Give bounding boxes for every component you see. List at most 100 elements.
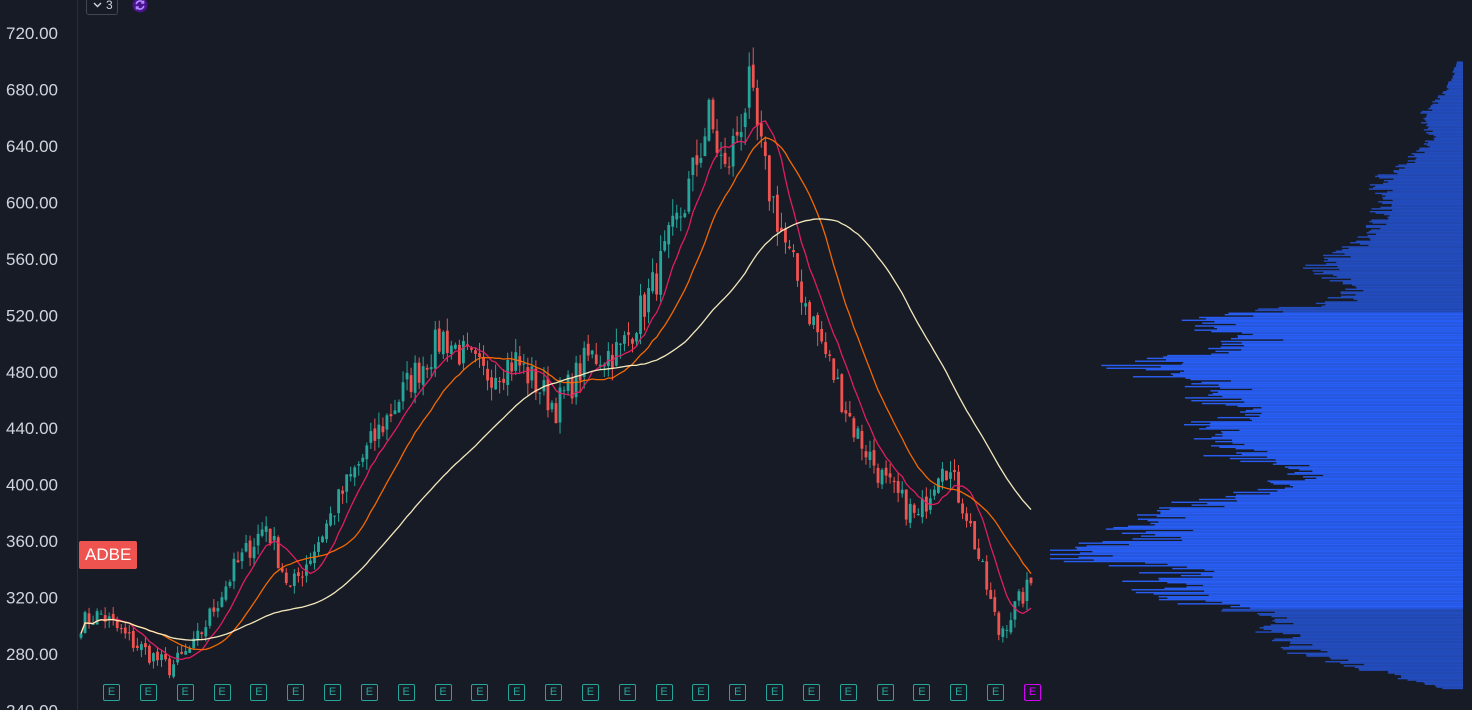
volume-profile-row [1208, 594, 1463, 597]
volume-profile-row [1426, 144, 1463, 147]
volume-profile-row [1183, 423, 1463, 426]
volume-profile-row [1423, 143, 1463, 145]
earnings-marker[interactable]: E [729, 684, 747, 701]
volume-profile-row [1419, 147, 1463, 149]
volume-profile-row [1184, 385, 1463, 388]
volume-profile-row [1181, 319, 1463, 322]
earnings-marker[interactable]: E [250, 684, 268, 701]
candle-body [164, 653, 167, 660]
volume-profile-row [1215, 433, 1463, 436]
moving-average-line [80, 218, 1032, 641]
volume-profile-row [1164, 587, 1463, 590]
volume-profile-row [1350, 256, 1463, 258]
earnings-marker[interactable]: E [545, 684, 563, 701]
candle-body [804, 303, 807, 307]
collapse-indicators-button[interactable]: 3 [86, 0, 118, 15]
earnings-marker[interactable]: E [176, 684, 194, 701]
volume-profile-row [1135, 591, 1463, 594]
volume-profile-row [1208, 394, 1463, 396]
candle-body [993, 597, 997, 612]
earnings-marker[interactable]: E [213, 684, 231, 701]
candle-body [256, 533, 260, 546]
volume-profile-row [1214, 570, 1463, 573]
volume-profile-row [1453, 68, 1463, 70]
earnings-marker[interactable]: E [655, 684, 673, 701]
earnings-marker[interactable]: E [876, 684, 894, 701]
candle-body [627, 332, 630, 335]
volume-profile-row [1375, 175, 1463, 178]
volume-profile-row [1275, 459, 1463, 461]
volume-profile-row [1158, 521, 1463, 523]
candle-body [534, 368, 538, 393]
volume-profile-row [1386, 223, 1463, 226]
volume-profile-row [1241, 349, 1463, 351]
earnings-marker[interactable]: E [802, 684, 820, 701]
volume-profile-row [1340, 662, 1463, 664]
volume-profile-row [1304, 479, 1463, 481]
earnings-marker[interactable]: E [397, 684, 415, 701]
volume-profile-row [1237, 335, 1463, 337]
price-tick-label: 400.00 [6, 476, 58, 495]
volume-profile-row [1428, 133, 1463, 135]
candle-body [349, 474, 353, 477]
candle-body [143, 643, 147, 648]
earnings-marker[interactable]: E [103, 684, 120, 701]
earnings-marker[interactable]: E [692, 684, 710, 701]
earnings-marker[interactable]: E [287, 684, 305, 701]
earnings-marker[interactable]: E [913, 684, 931, 701]
volume-profile-row [1406, 163, 1463, 165]
volume-profile-row [1327, 258, 1463, 261]
volume-profile-row [1271, 629, 1463, 632]
candle-body [965, 513, 969, 521]
volume-profile-row [1153, 593, 1463, 595]
earnings-upcoming-marker[interactable]: E [1024, 684, 1041, 701]
candle-body [115, 619, 119, 629]
earnings-marker[interactable]: E [139, 684, 157, 701]
earnings-marker[interactable]: E [324, 684, 342, 701]
volume-profile-row [1245, 409, 1463, 412]
earnings-marker[interactable]: E [360, 684, 378, 701]
earnings-marker[interactable]: E [581, 684, 599, 701]
earnings-marker[interactable]: E [950, 684, 968, 701]
candle-body [204, 627, 208, 637]
volume-profile-row [1329, 656, 1463, 659]
sync-icon[interactable] [132, 0, 148, 13]
earnings-marker[interactable]: E [434, 684, 452, 701]
candle-body [498, 381, 502, 383]
volume-profile-row [1204, 590, 1463, 592]
earnings-marker[interactable]: E [508, 684, 526, 701]
axis-divider [77, 0, 78, 710]
candle-body [675, 212, 679, 220]
volume-profile-row [1416, 680, 1463, 683]
volume-profile-row [1371, 208, 1463, 210]
volume-profile-row [1221, 610, 1463, 612]
candle-body [1001, 628, 1005, 637]
candle-body [912, 504, 916, 513]
candle-body [276, 537, 280, 569]
earnings-marker[interactable]: E [471, 684, 489, 701]
candle-body [969, 520, 973, 524]
volume-profile-row [1300, 634, 1463, 636]
volume-profile-row [1382, 196, 1463, 199]
candle-body [848, 412, 852, 417]
symbol-price-badge: ADBE [79, 541, 138, 569]
earnings-marker[interactable]: E [987, 684, 1005, 701]
earnings-marker[interactable]: E [766, 684, 784, 701]
volume-profile-row [1393, 170, 1463, 172]
volume-profile-row [1220, 387, 1463, 389]
candle-body [840, 374, 844, 412]
candle-body [904, 489, 908, 520]
volume-profile-row [1193, 529, 1463, 532]
volume-profile-row [1370, 239, 1463, 241]
candle-body [852, 418, 856, 438]
volume-profile-row [1170, 373, 1463, 375]
earnings-marker[interactable]: E [618, 684, 636, 701]
candle-body [788, 246, 791, 249]
volume-profile-row [1221, 431, 1463, 433]
volume-profile-row [1414, 154, 1463, 156]
earnings-marker[interactable]: E [839, 684, 857, 701]
candle-body [631, 338, 634, 344]
volume-profile-row [1372, 222, 1463, 224]
